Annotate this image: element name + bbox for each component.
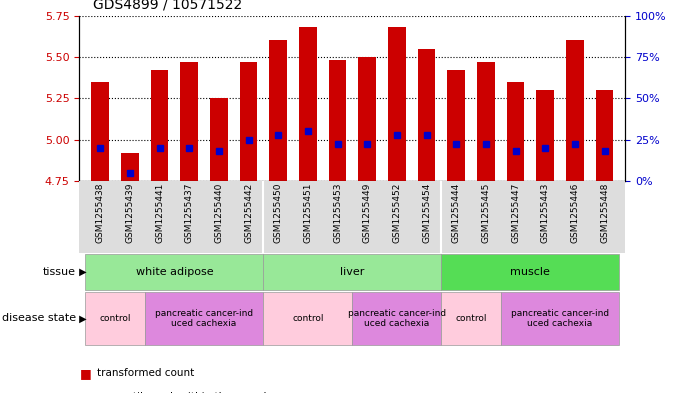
Text: GSM1255447: GSM1255447 [511, 183, 520, 243]
Bar [536, 90, 554, 181]
Text: GSM1255444: GSM1255444 [452, 183, 461, 243]
Text: GSM1255449: GSM1255449 [363, 183, 372, 243]
Text: ▶: ▶ [76, 267, 86, 277]
Bar [299, 27, 316, 181]
Bar [263, 254, 442, 290]
Text: GSM1255453: GSM1255453 [333, 183, 342, 243]
Text: white adipose: white adipose [135, 267, 214, 277]
Text: ▶: ▶ [76, 313, 86, 323]
Bar [417, 49, 435, 181]
Text: GSM1255443: GSM1255443 [541, 183, 550, 243]
Text: control: control [100, 314, 131, 323]
Bar [86, 254, 263, 290]
Bar [180, 62, 198, 181]
Text: GSM1255450: GSM1255450 [274, 183, 283, 243]
Bar [359, 57, 376, 181]
Text: GSM1255451: GSM1255451 [303, 183, 312, 243]
Text: pancreatic cancer-ind
uced cachexia: pancreatic cancer-ind uced cachexia [511, 309, 609, 328]
Bar [86, 292, 144, 345]
Text: GSM1255454: GSM1255454 [422, 183, 431, 243]
Bar [447, 70, 465, 181]
Bar [121, 153, 139, 181]
Bar [442, 292, 501, 345]
Text: liver: liver [340, 267, 365, 277]
Bar [501, 292, 619, 345]
Text: GSM1255440: GSM1255440 [214, 183, 223, 243]
Bar [91, 82, 109, 181]
Text: pancreatic cancer-ind
uced cachexia: pancreatic cancer-ind uced cachexia [155, 309, 253, 328]
Bar [240, 62, 258, 181]
Text: ■: ■ [79, 367, 91, 380]
Text: GSM1255448: GSM1255448 [600, 183, 609, 243]
Bar [269, 40, 287, 181]
Bar [566, 40, 584, 181]
Bar [507, 82, 524, 181]
Text: muscle: muscle [511, 267, 550, 277]
Text: GSM1255441: GSM1255441 [155, 183, 164, 243]
Bar [263, 292, 352, 345]
Text: GSM1255446: GSM1255446 [570, 183, 580, 243]
Text: ■: ■ [79, 390, 91, 393]
Bar [596, 90, 614, 181]
Text: control: control [292, 314, 323, 323]
Bar [329, 60, 346, 181]
Text: GSM1255442: GSM1255442 [244, 183, 253, 243]
Text: pancreatic cancer-ind
uced cachexia: pancreatic cancer-ind uced cachexia [348, 309, 446, 328]
Text: GSM1255445: GSM1255445 [482, 183, 491, 243]
Text: GSM1255439: GSM1255439 [125, 183, 135, 243]
Bar [442, 254, 619, 290]
Text: GSM1255438: GSM1255438 [96, 183, 105, 243]
Bar [477, 62, 495, 181]
Bar [144, 292, 263, 345]
Text: GSM1255437: GSM1255437 [184, 183, 193, 243]
Text: tissue: tissue [43, 267, 76, 277]
Bar [352, 292, 442, 345]
Text: control: control [455, 314, 487, 323]
Bar [210, 98, 228, 181]
Bar [151, 70, 169, 181]
Text: GDS4899 / 10571522: GDS4899 / 10571522 [93, 0, 243, 12]
Text: percentile rank within the sample: percentile rank within the sample [97, 392, 273, 393]
Bar [388, 27, 406, 181]
Text: GSM1255452: GSM1255452 [392, 183, 401, 243]
Text: transformed count: transformed count [97, 368, 194, 378]
Text: disease state: disease state [2, 313, 76, 323]
